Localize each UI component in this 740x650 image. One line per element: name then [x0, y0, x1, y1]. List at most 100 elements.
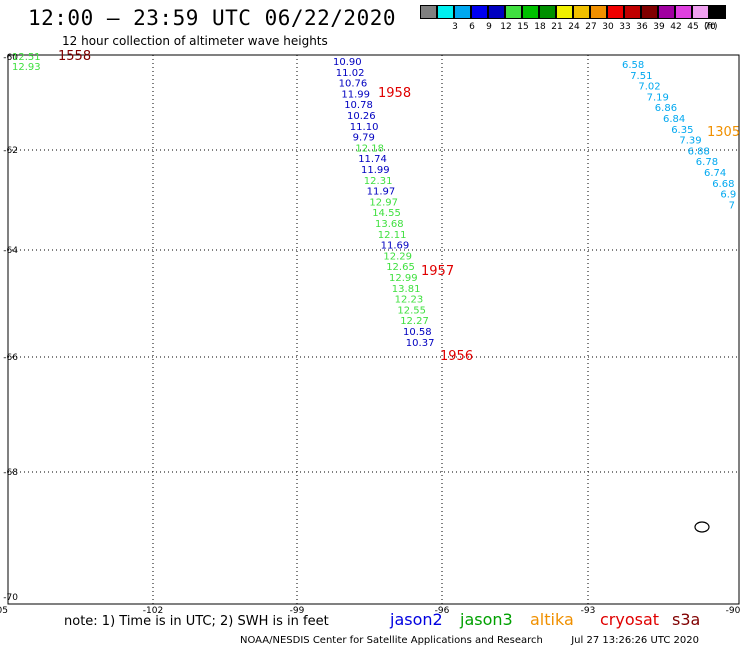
plot-frame [7, 54, 740, 605]
footer-note: note: 1) Time is in UTC; 2) SWH is in fe… [64, 614, 329, 629]
swh-label-right: 6.78 [696, 157, 718, 168]
y-tick-label: -60 [3, 53, 18, 63]
legend-label: 42 [670, 22, 682, 32]
legend-label: 33 [619, 22, 631, 32]
swh-label-center: 11.97 [367, 187, 396, 198]
legend-label: 39 [653, 22, 665, 32]
swh-label-center: 13.81 [392, 284, 421, 295]
swh-label-center: 12.97 [369, 197, 398, 208]
satellite-altika: altika [530, 610, 574, 629]
legend-swatch [624, 5, 641, 19]
satellite-jason3: jason3 [460, 610, 513, 629]
swh-label-right: 6.9 [720, 190, 736, 201]
swh-label-center: 10.90 [333, 57, 362, 68]
swh-label-center: 11.99 [341, 89, 370, 100]
swh-label-center: 12.65 [386, 262, 415, 273]
legend-label: 15 [517, 22, 529, 32]
swh-label-center: 11.99 [361, 165, 390, 176]
satellite-s3a: s3a [672, 610, 701, 629]
swh-label-right: 7 [729, 200, 735, 211]
legend-swatch [590, 5, 607, 19]
legend-swatch [437, 5, 454, 19]
credit-text: NOAA/NESDIS Center for Satellite Applica… [240, 635, 543, 646]
x-tick-label: -93 [581, 606, 596, 616]
legend-label: 70 [704, 22, 716, 32]
legend-swatch [539, 5, 556, 19]
swh-label-center: 13.68 [375, 219, 404, 230]
swh-label-right: 6.35 [671, 125, 693, 136]
swh-label-right: 7.39 [679, 136, 701, 147]
swh-label-left: 12.51 [12, 52, 41, 63]
legend-swatch [573, 5, 590, 19]
swh-label-center: 12.99 [389, 273, 418, 284]
x-tick-label: -90 [726, 606, 740, 616]
legend-swatch [709, 5, 726, 19]
pass-time-label: 1305 [707, 125, 740, 140]
legend-swatch [522, 5, 539, 19]
legend-label: 21 [551, 22, 563, 32]
legend-swatch [454, 5, 471, 19]
legend-swatch [488, 5, 505, 19]
pass-time-label: 1956 [440, 349, 473, 364]
legend-label: 27 [585, 22, 597, 32]
legend-swatch [641, 5, 658, 19]
legend-label: 18 [534, 22, 546, 32]
legend-swatch [658, 5, 675, 19]
swh-label-right: 7.02 [638, 82, 660, 93]
swh-label-right: 6.88 [688, 146, 710, 157]
legend-swatch [607, 5, 624, 19]
y-tick-label: -70 [3, 593, 18, 603]
legend-label: 45 [687, 22, 699, 32]
legend-swatch [556, 5, 573, 19]
legend-label: 36 [636, 22, 648, 32]
x-tick-label: -102 [143, 606, 163, 616]
swh-label-center: 12.18 [355, 143, 384, 154]
swh-label-right: 7.51 [630, 71, 652, 82]
swh-label-left: 12.93 [12, 62, 41, 73]
swh-label-center: 11.74 [358, 154, 387, 165]
swh-label-right: 6.74 [704, 168, 726, 179]
swh-label-center: 14.55 [372, 208, 401, 219]
island-outline [694, 521, 710, 533]
swh-label-right: 6.68 [712, 179, 734, 190]
y-tick-label: -68 [3, 468, 18, 478]
swh-label-center: 9.79 [353, 133, 375, 144]
legend-label: 12 [500, 22, 512, 32]
legend-label: 9 [486, 22, 492, 32]
swh-label-center: 10.26 [347, 111, 376, 122]
pass-time-label: 1957 [421, 264, 454, 279]
swh-label-right: 6.86 [655, 103, 677, 114]
x-tick-label: -99 [290, 606, 305, 616]
y-tick-label: -64 [3, 246, 18, 256]
swh-label-center: 10.37 [406, 338, 435, 349]
legend-label: 24 [568, 22, 580, 32]
legend-label: 6 [469, 22, 475, 32]
legend-swatch [420, 5, 437, 19]
swh-label-center: 11.69 [381, 241, 410, 252]
swh-label-center: 11.10 [350, 122, 379, 133]
swh-label-center: 10.78 [344, 100, 373, 111]
swh-label-center: 12.23 [395, 295, 424, 306]
legend-swatch [692, 5, 709, 19]
pass-time-label: 1558 [58, 49, 91, 64]
y-tick-label: -66 [3, 353, 18, 363]
legend-label: 30 [602, 22, 614, 32]
swh-label-center: 12.27 [400, 316, 429, 327]
swh-label-right: 7.19 [647, 92, 669, 103]
satellite-cryosat: cryosat [600, 610, 660, 629]
legend-unit: (ft) [704, 22, 718, 32]
pass-time-label: 1958 [378, 86, 411, 101]
swh-label-center: 11.02 [336, 68, 365, 79]
page-subtitle: 12 hour collection of altimeter wave hei… [62, 34, 328, 48]
satellite-jason2: jason2 [390, 610, 443, 629]
y-tick-label: -62 [3, 146, 18, 156]
footer-credit: NOAA/NESDIS Center for Satellite Applica… [240, 635, 699, 646]
legend-swatch [505, 5, 522, 19]
swh-label-center: 12.55 [397, 305, 426, 316]
x-tick-label: -96 [435, 606, 450, 616]
swh-label-center: 12.29 [383, 251, 412, 262]
swh-label-center: 10.76 [339, 79, 368, 90]
legend-label: 3 [452, 22, 458, 32]
legend-swatch [675, 5, 692, 19]
